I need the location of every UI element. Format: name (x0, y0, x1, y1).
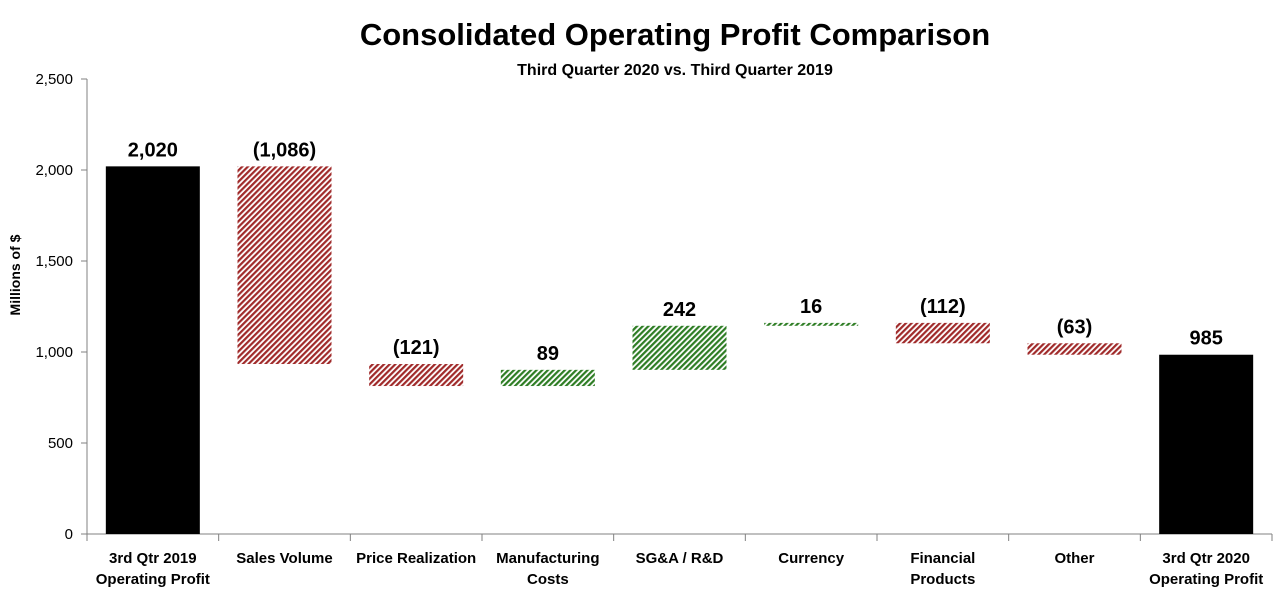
data-label-2: (121) (393, 337, 440, 359)
bar-2 (369, 364, 464, 387)
bar-1 (237, 166, 332, 365)
data-labels: 2,020 (1,086) (121) 89 242 16 (112) (63) 985 (128, 139, 1223, 364)
y-tick-label: 2,500 (35, 71, 73, 88)
bar-6 (895, 322, 990, 344)
category-label-7: Other (1054, 550, 1094, 567)
category-label-0: 3rd Qtr 2019 Operating Profit (96, 550, 210, 588)
y-axis-label: Millions of $ (7, 234, 23, 315)
bar-7 (1027, 343, 1122, 355)
category-label-6: Financial Products (910, 550, 975, 588)
category-label-4: SG&A / R&D (636, 550, 724, 567)
y-tick-label: 0 (65, 526, 73, 543)
data-label-7: (63) (1057, 316, 1093, 338)
x-axis (86, 533, 1273, 541)
y-tick-label: 1,000 (35, 344, 73, 361)
data-label-6: (112) (920, 296, 966, 318)
y-axis: 0 500 1,000 1,500 2,000 2,500 (35, 71, 88, 543)
chart-subtitle: Third Quarter 2020 vs. Third Quarter 201… (517, 62, 833, 79)
category-label-3: Manufacturing Costs (496, 550, 599, 588)
data-label-4: 242 (663, 299, 696, 321)
bar-4 (632, 325, 727, 370)
category-labels: 3rd Qtr 2019 Operating Profit Sales Volume… (96, 550, 1264, 588)
bar-0 (105, 166, 200, 535)
data-label-8: 985 (1189, 328, 1222, 350)
bar-3 (500, 369, 595, 387)
y-tick-label: 1,500 (35, 253, 73, 270)
data-label-0: 2,020 (128, 139, 178, 161)
category-label-1: Sales Volume (236, 550, 332, 567)
chart-title: Consolidated Operating Profit Comparison (360, 17, 990, 52)
category-label-8: 3rd Qtr 2020 Operating Profit (1149, 550, 1263, 588)
y-tick-label: 2,000 (35, 162, 73, 179)
category-label-5: Currency (778, 550, 845, 567)
bar-5 (764, 322, 859, 326)
bar-8 (1159, 354, 1254, 534)
data-label-1: (1,086) (253, 139, 316, 161)
bars (105, 166, 1254, 535)
y-tick-label: 500 (48, 435, 73, 452)
data-label-3: 89 (537, 343, 559, 365)
data-label-5: 16 (800, 296, 822, 318)
category-label-2: Price Realization (356, 550, 476, 567)
